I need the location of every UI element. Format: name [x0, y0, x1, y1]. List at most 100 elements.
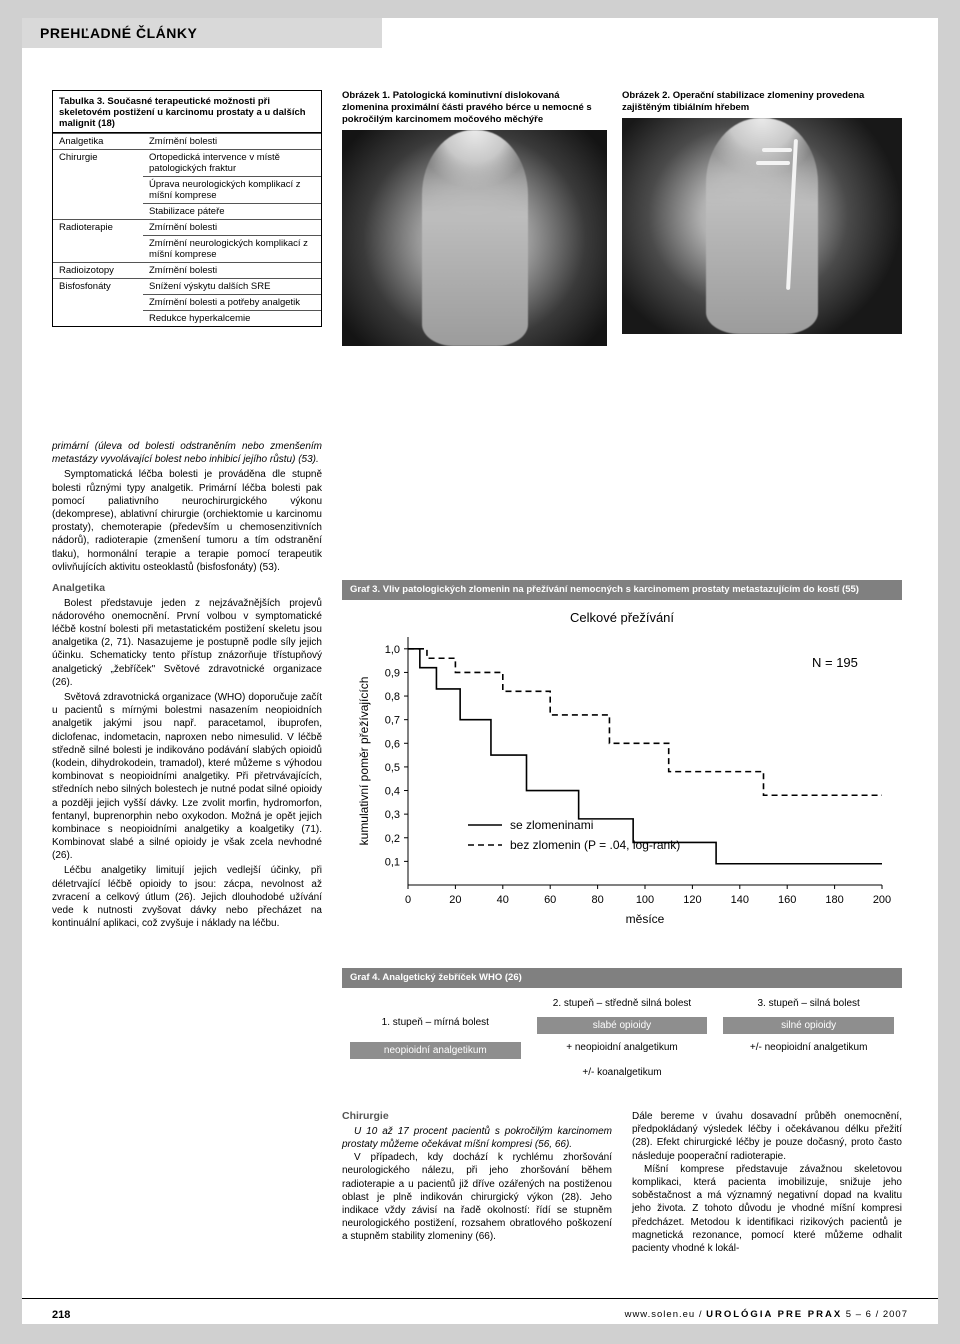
cell: Bisfosfonáty	[53, 279, 143, 295]
para-text: U 10 až 17 procent pacientů s pokročilým…	[342, 1126, 612, 1150]
svg-text:0,5: 0,5	[385, 762, 400, 774]
svg-text:kumulativní poměr přežívajícíc: kumulativní poměr přežívajících	[357, 677, 371, 846]
table-row: BisfosfonátySnížení výskytu dalších SRE	[53, 279, 321, 295]
para: V případech, kdy dochází k rychlému zhor…	[342, 1151, 612, 1243]
cell: Úprava neurologických komplikací z míšní…	[143, 177, 321, 204]
svg-text:0,6: 0,6	[385, 738, 400, 750]
svg-text:80: 80	[591, 894, 603, 906]
cell: Redukce hyperkalcemie	[143, 311, 321, 327]
footer-issue: 5 – 6 / 2007	[842, 1309, 908, 1320]
cell	[53, 295, 143, 311]
lower-col-2: Chirurgie U 10 až 17 procent pacientů s …	[342, 1110, 612, 1255]
table-row: Zmírnění bolesti a potřeby analgetik	[53, 295, 321, 311]
figure-1: Obrázek 1. Patologická kominutivní dislo…	[342, 90, 607, 346]
footer-right: www.solen.eu / UROLÓGIA PRE PRAX 5 – 6 /…	[625, 1309, 908, 1320]
svg-text:0,1: 0,1	[385, 856, 400, 868]
who-s2-sub1: + neopioidní analgetikum	[529, 1038, 716, 1063]
table-row: Stabilizace páteře	[53, 204, 321, 220]
cell: Snížení výskytu dalších SRE	[143, 279, 321, 295]
table-row: Redukce hyperkalcemie	[53, 311, 321, 327]
graf-3-chart: Celkové přežívání 0,1 0,2 0,3 0,4 0,5 0,6 0,7 0…	[342, 600, 902, 943]
cell: Radioterapie	[53, 220, 143, 236]
svg-text:160: 160	[778, 894, 796, 906]
who-s3-head: 3. stupeň – silná bolest	[715, 994, 902, 1013]
footer-journal: UROLÓGIA PRE PRAX	[706, 1309, 842, 1320]
figure-2: Obrázek 2. Operační stabilizace zlomenin…	[622, 90, 902, 334]
table-row: Úprava neurologických komplikací z míšní…	[53, 177, 321, 204]
table-row: ChirurgieOrtopedická intervence v místě …	[53, 150, 321, 177]
page-number: 218	[52, 1309, 70, 1321]
subhead-analgetika: Analgetika	[52, 582, 322, 596]
cell: Analgetika	[53, 134, 143, 150]
footer-sep: /	[695, 1309, 706, 1320]
content-area: Tabulka 3. Současné terapeutické možnost…	[52, 90, 908, 1288]
table-row: RadioterapieZmírnění bolesti	[53, 220, 321, 236]
svg-text:60: 60	[544, 894, 556, 906]
lower-col-1	[52, 1110, 322, 1255]
svg-text:100: 100	[636, 894, 654, 906]
page-footer: 218 www.solen.eu / UROLÓGIA PRE PRAX 5 –…	[22, 1298, 938, 1324]
table-3: Tabulka 3. Současné terapeutické možnost…	[52, 90, 322, 327]
svg-text:20: 20	[449, 894, 461, 906]
svg-text:se zlomeninami: se zlomeninami	[510, 818, 593, 832]
para: Dále bereme v úvahu dosavadní průběh one…	[632, 1110, 902, 1163]
cell	[53, 311, 143, 327]
para: primární (úleva od bolesti odstraněním n…	[52, 440, 322, 466]
svg-text:0,4: 0,4	[385, 785, 400, 797]
svg-text:N = 195: N = 195	[812, 655, 858, 670]
para: Léčbu analgetiky limitují jejich vedlejš…	[52, 864, 322, 930]
svg-text:200: 200	[873, 894, 891, 906]
cell	[53, 204, 143, 220]
who-s3-band: silné opioidy	[723, 1017, 894, 1034]
table-row: RadioizotopyZmírnění bolesti	[53, 263, 321, 279]
graf-3-title: Graf 3. Vliv patologických zlomenin na p…	[342, 580, 902, 600]
cell	[53, 236, 143, 263]
svg-text:bez zlomenin (P = .04, log-ran: bez zlomenin (P = .04, log-rank)	[510, 838, 680, 852]
para: U 10 až 17 procent pacientů s pokročilým…	[342, 1125, 612, 1151]
table-3-title-num: Tabulka 3.	[59, 96, 105, 107]
svg-text:1,0: 1,0	[385, 644, 400, 656]
svg-text:0: 0	[405, 894, 411, 906]
who-s1-head: 1. stupeň – mírná bolest	[342, 1013, 529, 1038]
figure-1-image	[342, 130, 607, 346]
para: Světová zdravotnická organizace (WHO) do…	[52, 691, 322, 862]
cell: Ortopedická intervence v místě patologic…	[143, 150, 321, 177]
cell: Zmírnění neurologických komplikací z míš…	[143, 236, 321, 263]
who-s2-band: slabé opioidy	[537, 1017, 708, 1034]
cell: Zmírnění bolesti	[143, 263, 321, 279]
cell: Stabilizace páteře	[143, 204, 321, 220]
para-text: primární (úleva od bolesti odstraněním n…	[52, 441, 322, 465]
cell: Zmírnění bolesti	[143, 134, 321, 150]
who-s1-band: neopioidní analgetikum	[350, 1042, 521, 1059]
figure-2-image	[622, 118, 902, 334]
cell: Chirurgie	[53, 150, 143, 177]
section-title: PREHĽADNÉ ČLÁNKY	[40, 25, 197, 41]
svg-text:0,3: 0,3	[385, 809, 400, 821]
cell	[53, 177, 143, 204]
section-header: PREHĽADNÉ ČLÁNKY	[22, 18, 382, 48]
svg-text:0,7: 0,7	[385, 715, 400, 727]
subhead-chirurgie: Chirurgie	[342, 1110, 612, 1124]
chart-main-title: Celkové přežívání	[352, 610, 892, 625]
svg-text:40: 40	[497, 894, 509, 906]
figure-2-caption: Obrázek 2. Operační stabilizace zlomenin…	[622, 90, 902, 114]
svg-text:120: 120	[683, 894, 701, 906]
lower-col-3: Dále bereme v úvahu dosavadní průběh one…	[632, 1110, 902, 1255]
table-row: Zmírnění neurologických komplikací z míš…	[53, 236, 321, 263]
cell: Radioizotopy	[53, 263, 143, 279]
lower-columns: Chirurgie U 10 až 17 procent pacientů s …	[52, 1110, 902, 1255]
para: Symptomatická léčba bolesti je prováděna…	[52, 468, 322, 574]
table-3-title: Tabulka 3. Současné terapeutické možnost…	[53, 91, 321, 133]
table-row: AnalgetikaZmírnění bolesti	[53, 134, 321, 150]
page: PREHĽADNÉ ČLÁNKY Tabulka 3. Současné ter…	[22, 18, 938, 1324]
table-3-body: AnalgetikaZmírnění bolestiChirurgieOrtop…	[53, 133, 321, 326]
cell: Zmírnění bolesti	[143, 220, 321, 236]
svg-text:0,2: 0,2	[385, 833, 400, 845]
svg-text:měsíce: měsíce	[626, 912, 665, 926]
who-s3-sub1: +/- neopioidní analgetikum	[715, 1038, 902, 1063]
cell: Zmírnění bolesti a potřeby analgetik	[143, 295, 321, 311]
svg-text:140: 140	[731, 894, 749, 906]
svg-text:0,9: 0,9	[385, 667, 400, 679]
who-s2-sub2: +/- koanalgetikum	[529, 1063, 716, 1082]
svg-text:0,8: 0,8	[385, 691, 400, 703]
